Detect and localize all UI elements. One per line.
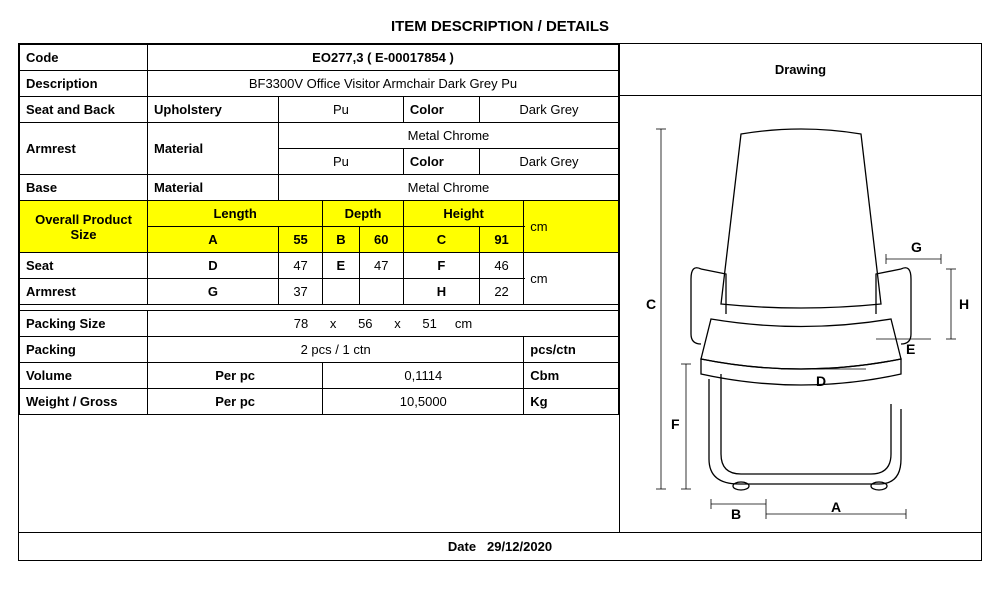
seatback-label: Seat and Back [20,97,148,123]
code-label: Code [20,45,148,71]
cm-label-1: cm [524,201,619,253]
packsize-x2: x [394,316,401,331]
color-label-1: Color [403,97,479,123]
dim-F-val: 46 [479,253,523,279]
chair-drawing-icon: C F B A G H E D [631,104,971,524]
overall-label: Overall Product Size [20,201,148,253]
depth-label: Depth [323,201,404,227]
weight-value: 10,5000 [323,389,524,415]
seatback-color: Dark Grey [479,97,618,123]
page-title: ITEM DESCRIPTION / DETAILS [18,18,982,35]
weight-unit: Kg [524,389,619,415]
dim-H-val: 22 [479,279,523,305]
dim-E-label: E [323,253,359,279]
dim-G-val: 37 [278,279,322,305]
drawing-label: Drawing [620,44,981,96]
spec-table: Code EO277,3 ( E-00017854 ) Description … [19,44,619,415]
letter-E: E [906,341,915,357]
drawing-body: C F B A G H E D [620,96,981,532]
cm-label-2: cm [524,253,619,305]
desc-value: BF3300V Office Visitor Armchair Dark Gre… [148,71,619,97]
material-label-1: Material [148,123,279,175]
dim-A-val: 55 [278,227,322,253]
dim-E-val: 47 [359,253,403,279]
spec-table-wrap: Code EO277,3 ( E-00017854 ) Description … [19,44,619,532]
packsize-u: cm [455,316,472,331]
base-material: Metal Chrome [278,175,618,201]
seat-label: Seat [20,253,148,279]
color-label-2: Color [403,149,479,175]
length-label: Length [148,201,323,227]
per-pc-2: Per pc [148,389,323,415]
dim-C-val: 91 [479,227,523,253]
armrest-material-bottom: Pu [278,149,403,175]
packing-label: Packing [20,337,148,363]
letter-F: F [671,416,680,432]
footer: Date 29/12/2020 [18,533,982,561]
height-label: Height [403,201,523,227]
dim-C-label: C [403,227,479,253]
dim-A-label: A [148,227,279,253]
material-label-2: Material [148,175,279,201]
letter-H: H [959,296,969,312]
upholstery-label: Upholstery [148,97,279,123]
drawing-panel: Drawing [619,44,981,532]
packsize-c: 51 [422,316,436,331]
dim-D-label: D [148,253,279,279]
letter-G: G [911,239,922,255]
letter-A: A [831,499,841,515]
packsize-b: 56 [358,316,372,331]
armrest-color: Dark Grey [479,149,618,175]
volume-unit: Cbm [524,363,619,389]
base-label: Base [20,175,148,201]
packsize-value: 78 x 56 x 51 cm [148,311,619,337]
dim-B-val: 60 [359,227,403,253]
letter-B: B [731,506,741,522]
blank-1 [323,279,359,305]
dim-F-label: F [403,253,479,279]
packsize-a: 78 [294,316,308,331]
date-label: Date [448,539,476,554]
dim-G-label: G [148,279,279,305]
desc-label: Description [20,71,148,97]
dim-D-val: 47 [278,253,322,279]
armrest-label: Armrest [20,123,148,175]
letter-D: D [816,373,826,389]
packing-unit: pcs/ctn [524,337,619,363]
code-value: EO277,3 ( E-00017854 ) [148,45,619,71]
letter-C: C [646,296,656,312]
date-value: 29/12/2020 [487,539,552,554]
volume-label: Volume [20,363,148,389]
per-pc-1: Per pc [148,363,323,389]
spec-sheet: Code EO277,3 ( E-00017854 ) Description … [18,43,982,533]
packsize-label: Packing Size [20,311,148,337]
blank-2 [359,279,403,305]
armrest-dim-label: Armrest [20,279,148,305]
dim-B-label: B [323,227,359,253]
volume-value: 0,1114 [323,363,524,389]
packing-value: 2 pcs / 1 ctn [148,337,524,363]
weight-label: Weight / Gross [20,389,148,415]
armrest-material-top: Metal Chrome [278,123,618,149]
packsize-x1: x [330,316,337,331]
seatback-material: Pu [278,97,403,123]
dim-H-label: H [403,279,479,305]
